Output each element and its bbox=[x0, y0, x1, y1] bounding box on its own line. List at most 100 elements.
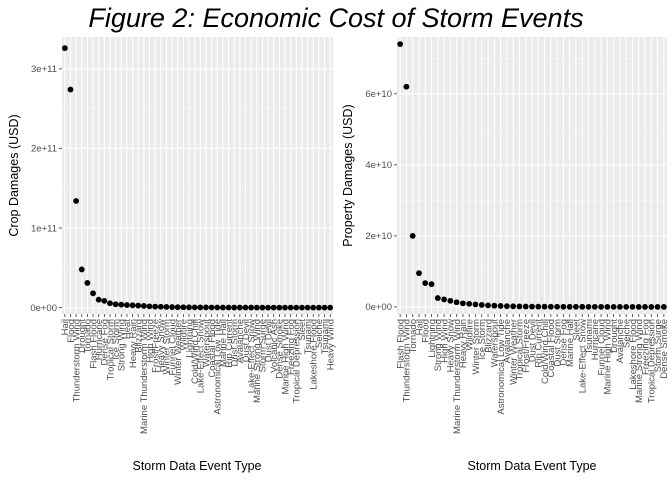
x-tick-label: Strong Wind bbox=[117, 319, 128, 371]
x-tick-label: Funnel Cloud bbox=[596, 319, 607, 376]
data-point bbox=[422, 280, 429, 287]
data-point bbox=[129, 302, 136, 309]
x-tick-label: Tropical Storm bbox=[515, 319, 526, 380]
data-point bbox=[660, 303, 667, 310]
data-point bbox=[485, 302, 491, 309]
data-point bbox=[186, 304, 192, 311]
x-tick-label: Freezing Fog bbox=[286, 319, 297, 375]
x-tick-label: Heavy Wind bbox=[325, 319, 336, 370]
data-point bbox=[585, 303, 592, 310]
data-point bbox=[191, 304, 198, 311]
x-tick-label: Strong Wind bbox=[433, 319, 444, 371]
x-tick-label: Hurricane bbox=[590, 319, 601, 360]
x-axis-title: Storm Data Event Type bbox=[133, 459, 262, 473]
x-tick-label: Hurricane bbox=[94, 319, 105, 360]
data-point bbox=[416, 270, 422, 277]
data-point bbox=[403, 83, 410, 90]
x-tick-label: Dense Fog bbox=[559, 319, 570, 365]
x-tick-label: Winter Weather bbox=[508, 319, 519, 385]
x-tick-label: Avalanche bbox=[615, 319, 626, 363]
data-point bbox=[242, 304, 249, 311]
x-tick-label: Dust Devil bbox=[263, 319, 274, 362]
x-tick-label: Thunderstorm Wind bbox=[402, 319, 413, 402]
x-tick-label: Blizzard bbox=[483, 319, 494, 353]
x-tick-label: Flood bbox=[66, 319, 77, 343]
x-tick-label: Sleet bbox=[297, 319, 308, 341]
x-tick-label: Tropical Storm bbox=[105, 319, 116, 380]
x-tick-label: Tsunami bbox=[584, 319, 595, 354]
x-tick-label: Flash Flood bbox=[395, 319, 406, 369]
data-point bbox=[522, 303, 529, 310]
data-point bbox=[61, 45, 68, 52]
data-point bbox=[623, 303, 630, 310]
data-point bbox=[293, 304, 300, 311]
x-tick-label: High Wind bbox=[439, 319, 450, 363]
x-tick-label: Drought bbox=[609, 319, 620, 353]
x-tick-label: Lake-Effect Snow bbox=[578, 319, 589, 393]
data-point bbox=[236, 304, 243, 311]
x-tick-label: Sleet bbox=[571, 319, 582, 341]
data-point bbox=[610, 303, 617, 310]
data-point bbox=[140, 303, 147, 309]
data-point bbox=[84, 280, 91, 286]
data-point bbox=[648, 303, 655, 310]
data-point bbox=[231, 304, 238, 311]
panel-background bbox=[62, 37, 333, 314]
x-tick-label: Seiche bbox=[621, 319, 632, 348]
x-tick-label: Waterspout bbox=[490, 319, 501, 368]
data-point bbox=[566, 303, 573, 310]
data-point bbox=[157, 303, 164, 310]
data-point bbox=[654, 303, 661, 310]
figure-title: Figure 2: Economic Cost of Storm Events bbox=[88, 3, 584, 33]
data-point bbox=[124, 302, 130, 308]
data-point bbox=[529, 303, 535, 310]
x-tick-label: Volcanic Ash bbox=[269, 319, 280, 373]
data-point bbox=[315, 304, 322, 311]
x-tick-label: Dust Devil bbox=[241, 319, 252, 362]
data-point bbox=[135, 302, 142, 309]
x-tick-label: Astronomical Low Tide bbox=[496, 319, 507, 415]
data-point bbox=[629, 303, 636, 310]
x-tick-label: Cold/Wind Chill bbox=[190, 319, 201, 384]
x-tick-label: Storm Surge bbox=[258, 319, 269, 372]
data-point bbox=[472, 301, 479, 308]
y-axis-title: Crop Damages (USD) bbox=[7, 114, 21, 236]
x-tick-label: Tsunami bbox=[320, 319, 331, 354]
data-point bbox=[447, 297, 454, 304]
y-tick-label: 0e+00 bbox=[30, 303, 57, 314]
data-point bbox=[270, 304, 277, 311]
x-tick-label: Ice Storm bbox=[111, 319, 122, 360]
x-tick-label: Heavy Rain bbox=[128, 319, 139, 368]
x-tick-label: Marine Hail bbox=[565, 319, 576, 367]
data-point bbox=[428, 281, 435, 288]
x-tick-label: Dense Smoke bbox=[275, 319, 286, 379]
data-point bbox=[169, 304, 175, 310]
data-point bbox=[304, 304, 311, 311]
y-tick-label: 2e+10 bbox=[365, 231, 392, 242]
data-point bbox=[95, 296, 102, 303]
x-tick-label: Blizzard bbox=[134, 319, 145, 353]
data-point bbox=[554, 303, 561, 310]
data-point bbox=[560, 303, 567, 310]
x-tick-label: Funnel Cloud bbox=[167, 319, 178, 376]
data-point bbox=[541, 303, 548, 310]
data-point bbox=[197, 304, 204, 311]
x-tick-label: Marine Strong Wind bbox=[634, 319, 645, 403]
data-point bbox=[163, 304, 170, 310]
x-tick-label: Avalanche bbox=[235, 319, 246, 363]
x-tick-label: Marine High Wind bbox=[603, 319, 614, 395]
x-tick-label: Lakeshore Flood bbox=[628, 319, 639, 390]
x-tick-label: Marine Hail bbox=[218, 319, 229, 367]
x-tick-label: Heavy Snow bbox=[446, 319, 457, 372]
data-point bbox=[276, 304, 283, 311]
x-tick-label: Wildfire bbox=[465, 319, 476, 351]
y-tick-label: 3e+11 bbox=[31, 64, 57, 75]
data-point bbox=[112, 301, 119, 308]
data-point bbox=[107, 300, 113, 307]
x-tick-label: Marine Thunderstorm Wind bbox=[139, 319, 150, 434]
x-tick-label: Astronomical Low Tide bbox=[213, 319, 224, 415]
data-point bbox=[220, 304, 226, 311]
x-tick-label: Seiche bbox=[314, 319, 325, 348]
data-point bbox=[591, 303, 598, 310]
x-tick-label: Rip Current bbox=[534, 319, 545, 368]
